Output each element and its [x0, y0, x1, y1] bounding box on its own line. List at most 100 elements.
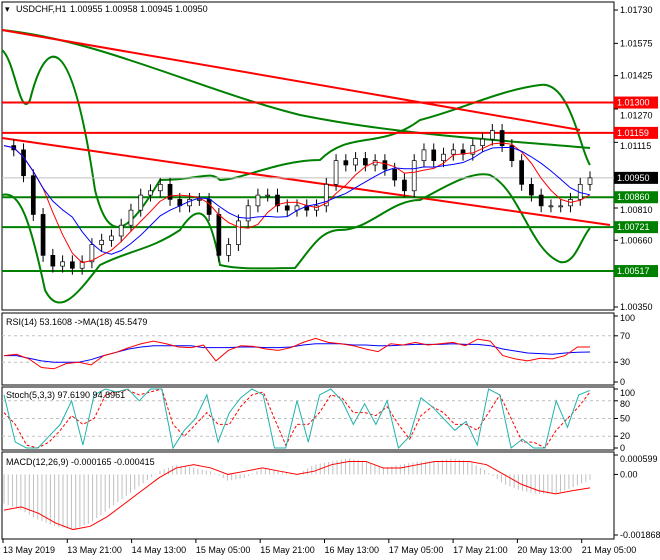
level-label-bg — [614, 265, 658, 278]
candle-body — [333, 160, 339, 185]
candle-body — [196, 199, 202, 201]
candle-body — [323, 183, 329, 207]
level-label-bg — [614, 221, 658, 234]
candle-body — [441, 153, 446, 162]
candle-body — [587, 177, 593, 185]
stoch-axis-label: 0 — [620, 443, 625, 453]
candle-body — [275, 194, 280, 207]
candle-body — [402, 179, 407, 192]
candle-body — [353, 158, 358, 166]
candle-body — [79, 261, 85, 269]
stoch-axis-label: 50 — [620, 414, 630, 424]
candle-body — [392, 168, 398, 181]
rsi-ma-line — [4, 343, 591, 363]
candle-body — [118, 224, 124, 237]
stoch-axis-label: 100 — [620, 388, 635, 398]
time-axis-label: 17 May 05:00 — [389, 545, 444, 555]
rsi-panel-frame — [1, 312, 615, 386]
price-axis-label: 1.00350 — [620, 302, 653, 312]
ma-fast-line — [3, 142, 591, 264]
stoch-axis-label: 20 — [620, 431, 630, 441]
candle-body — [499, 130, 505, 146]
candle-body — [480, 138, 485, 146]
price-axis-label: 1.01730 — [620, 5, 653, 15]
level-label-bg — [614, 191, 658, 204]
candle-body — [489, 130, 495, 140]
candle-body — [450, 149, 456, 155]
candle-body — [60, 261, 65, 267]
header-ohlc: 1.00955 1.00958 1.00945 1.00950 — [70, 4, 208, 14]
level-label-bg — [614, 126, 658, 139]
candle-body — [470, 145, 476, 155]
candle-body — [70, 261, 75, 269]
price-axis-label: 1.01115 — [620, 141, 651, 151]
stoch-main-line — [3, 388, 591, 450]
candle-body — [519, 160, 524, 185]
candle-body — [558, 205, 564, 208]
macd-axis-label: -0.001868 — [620, 530, 660, 540]
candle-body — [21, 149, 26, 177]
time-axis-label: 17 May 21:00 — [453, 545, 508, 555]
candle-body — [157, 183, 163, 192]
candle-body — [509, 145, 515, 162]
macd-axis-label: 0.00 — [620, 469, 638, 479]
time-axis-label: 21 May 05:00 — [582, 545, 637, 555]
rsi-title: RSI(14) 53.1608 ->MA(18) 45.5479 — [6, 317, 147, 327]
time-axis-label: 13 May 2019 — [3, 545, 55, 555]
time-axis-label: 20 May 13:00 — [517, 545, 572, 555]
time-axis-label: 15 May 21:00 — [260, 545, 315, 555]
candle-body — [167, 183, 173, 200]
upper-trend-line — [1, 29, 581, 131]
stoch-axis-label: 80 — [620, 399, 630, 409]
candle-body — [265, 194, 271, 197]
macd-signal-line — [3, 460, 591, 531]
level-label: 1.01159 — [617, 128, 649, 138]
rsi-axis-label: 30 — [620, 357, 630, 367]
candle-body — [236, 220, 241, 245]
candle-body — [538, 194, 544, 207]
time-axis-label: 16 May 13:00 — [325, 545, 380, 555]
candle-body — [148, 190, 153, 196]
level-label: 1.00517 — [617, 266, 650, 276]
candle-body — [548, 205, 554, 208]
candle-body — [128, 209, 134, 226]
candle-body — [363, 158, 368, 166]
time-axis-label: 15 May 05:00 — [196, 545, 251, 555]
time-axis-label: 14 May 13:00 — [132, 545, 187, 555]
level-label: 1.00860 — [617, 192, 650, 202]
stoch-signal-line — [3, 388, 591, 449]
price-axis-label: 1.01270 — [620, 111, 653, 121]
stoch-title: Stoch(5,3,3) 97.6190 94.8961 — [6, 390, 125, 400]
candle-body — [245, 205, 251, 222]
header-symbol: USDCHF,H1 — [16, 4, 67, 14]
upper-band — [1, 49, 591, 228]
candle-body — [529, 183, 534, 196]
trend-lines — [1, 29, 611, 226]
candle-body — [343, 160, 349, 166]
macd-axis-label: 0.000599 — [620, 454, 658, 464]
macd-panel-frame — [1, 451, 615, 540]
candle-body — [109, 235, 114, 241]
candle-body — [40, 214, 46, 256]
price-panel-frame — [1, 1, 615, 311]
rsi-axis-label: 0 — [620, 377, 625, 387]
ma-slow-line — [3, 145, 591, 255]
collapse-triangle-icon[interactable]: ▾ — [5, 4, 10, 14]
candle-body — [431, 149, 437, 162]
rsi-axis-label: 70 — [620, 331, 630, 341]
candle-body — [216, 214, 222, 256]
macd-title: MACD(12,26,9) -0.000165 -0.000415 — [6, 457, 155, 467]
time-axis-label: 13 May 21:00 — [67, 545, 122, 555]
rsi-axis-label: 100 — [620, 313, 635, 323]
level-label-bg — [614, 171, 658, 184]
level-label: 1.00721 — [617, 222, 650, 232]
lower-trend-line — [1, 137, 611, 226]
candle-body — [284, 205, 290, 211]
level-label: 1.00950 — [617, 173, 650, 183]
candle-body — [421, 149, 427, 162]
price-axis-label: 1.00660 — [620, 235, 653, 245]
candle-body — [30, 175, 36, 215]
level-label: 1.01300 — [617, 98, 650, 108]
